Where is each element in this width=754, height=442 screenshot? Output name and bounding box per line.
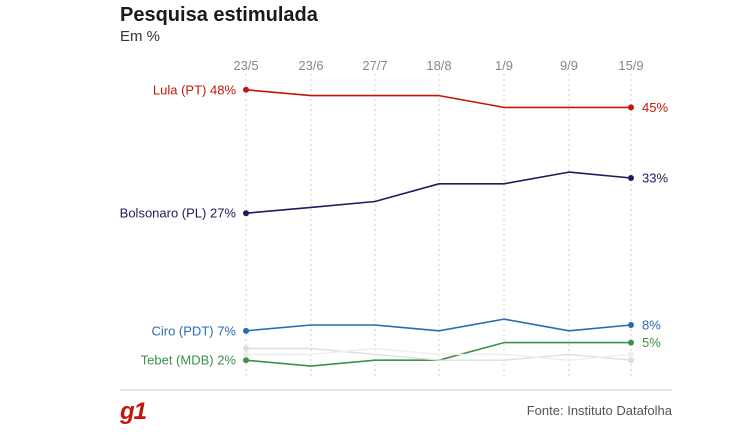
- data-point: [243, 345, 249, 352]
- series-line: [246, 347, 632, 361]
- x-tick-label: 23/6: [298, 58, 323, 73]
- series-end-label: 8%: [642, 317, 661, 332]
- series-end-label: 33%: [642, 170, 668, 185]
- data-point: [243, 210, 249, 217]
- x-tick-label: 15/9: [618, 58, 643, 73]
- data-point: [243, 327, 249, 334]
- series-line: [245, 89, 631, 109]
- source-text: Fonte: Instituto Datafolha: [526, 403, 672, 418]
- series-line: [245, 171, 632, 214]
- series-start-label: Lula (PT) 48%: [153, 82, 237, 97]
- data-point: [243, 351, 249, 358]
- series-line: [246, 347, 632, 361]
- series-start-label: Bolsonaro (PL) 27%: [120, 206, 237, 221]
- data-point: [628, 321, 634, 328]
- x-tick-label: 18/8: [426, 58, 451, 73]
- series-line: [245, 318, 632, 332]
- x-tick-label: 23/5: [233, 58, 258, 73]
- chart-subtitle: Em %: [120, 28, 161, 45]
- series-start-label: Tebet (MDB) 2%: [141, 353, 237, 368]
- x-tick-label: 9/9: [560, 58, 578, 73]
- x-tick-label: 1/9: [495, 58, 513, 73]
- x-tick-labels: 23/5 23/6 27/7 18/8 1/9 9/9 15/9: [233, 58, 643, 73]
- data-point: [628, 104, 634, 111]
- grid-lines: [245, 74, 632, 378]
- data-point: [628, 174, 634, 181]
- series-end-label: 45%: [642, 100, 668, 115]
- data-point: [628, 351, 634, 358]
- series-labels: Lula (PT) 48% 45% Bolsonaro (PL) 27% 33% Cir…: [120, 82, 669, 367]
- data-point: [243, 86, 249, 93]
- data-point: [628, 339, 634, 346]
- series-points: [243, 86, 634, 364]
- series-end-label: 5%: [642, 335, 661, 350]
- x-tick-label: 27/7: [362, 58, 387, 73]
- series-lines: [245, 89, 632, 367]
- series-start-label: Ciro (PDT) 7%: [151, 323, 236, 338]
- data-point: [243, 357, 249, 364]
- g1-logo: g1: [120, 398, 147, 425]
- chart-title: Pesquisa estimulada: [120, 4, 318, 26]
- data-point: [628, 357, 634, 364]
